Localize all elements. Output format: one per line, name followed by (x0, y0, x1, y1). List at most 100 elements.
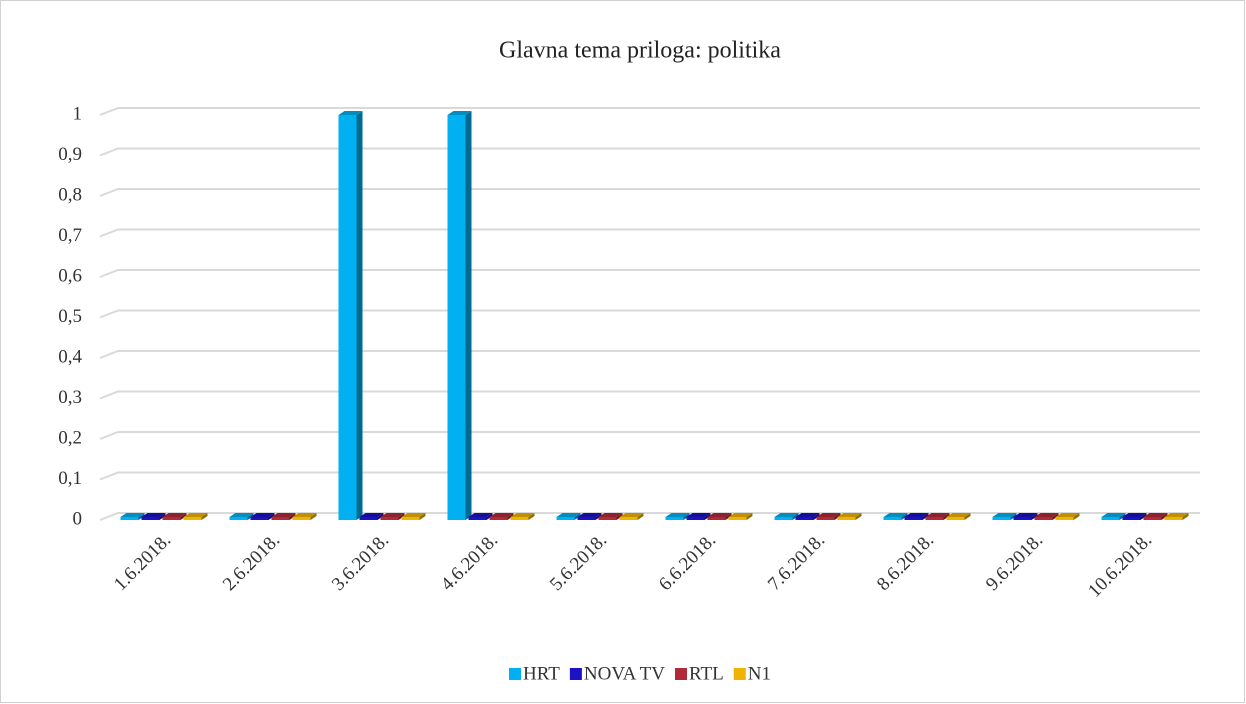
bar (468, 517, 487, 520)
legend-label: N1 (748, 663, 771, 684)
bar (489, 517, 508, 520)
bar-top (229, 513, 254, 517)
grid-line (99, 431, 1200, 440)
bar-side (465, 111, 472, 520)
bar (665, 517, 684, 520)
bar-side (637, 513, 644, 520)
bar-side (1052, 513, 1059, 520)
y-tick-label: 1 (73, 103, 83, 124)
bar (359, 517, 378, 520)
bar-side (704, 513, 711, 520)
y-tick-label: 0,7 (58, 225, 82, 246)
bar-top (183, 513, 208, 517)
bar (292, 517, 311, 520)
bar (1013, 517, 1032, 520)
bar-side (683, 513, 690, 520)
bar (577, 517, 596, 520)
y-tick-label: 0,3 (58, 387, 82, 408)
bar (883, 517, 902, 520)
bar-top (120, 513, 145, 517)
bar-side (943, 513, 950, 520)
bar (598, 517, 617, 520)
bar-side (201, 513, 208, 520)
legend-label: NOVA TV (584, 663, 665, 684)
legend-label: RTL (689, 663, 724, 684)
bar-side (268, 513, 275, 520)
bar (946, 517, 965, 520)
bar-top (577, 513, 602, 517)
bar-top (1013, 513, 1038, 517)
bar-top (338, 111, 363, 115)
bar (447, 115, 466, 520)
y-tick-label: 0,1 (58, 468, 82, 489)
bar-side (1140, 513, 1147, 520)
grid-line (99, 269, 1200, 278)
bar (1122, 517, 1141, 520)
bar (925, 517, 944, 520)
bar-top (1055, 513, 1080, 517)
bar (510, 517, 529, 520)
bar-top (598, 513, 623, 517)
bar (556, 517, 575, 520)
bar-top (946, 513, 971, 517)
bar-top (1164, 513, 1189, 517)
bar-side (1119, 513, 1126, 520)
bar-top (292, 513, 317, 517)
bar-top (686, 513, 711, 517)
y-tick-label: 0,8 (58, 184, 82, 205)
bar-side (486, 513, 493, 520)
bar-top (510, 513, 535, 517)
bar (904, 517, 923, 520)
bar-side (507, 513, 514, 520)
bar-side (834, 513, 841, 520)
grid-line (99, 390, 1200, 400)
bar-side (419, 513, 426, 520)
bar-top (162, 513, 187, 517)
bar-side (1073, 513, 1080, 520)
legend-item: RTL (675, 663, 724, 684)
bar-side (1161, 513, 1168, 520)
legend-item: NOVA TV (569, 663, 665, 684)
bar-top (925, 513, 950, 517)
bar (120, 517, 139, 520)
bar (1101, 517, 1120, 520)
bar-top (816, 513, 841, 517)
bar-top (795, 513, 820, 517)
bar-top (271, 513, 296, 517)
bar (162, 517, 181, 520)
grid-line (99, 309, 1200, 319)
bar-top (1122, 513, 1147, 517)
bar-side (616, 513, 623, 520)
bar-top (1034, 513, 1059, 517)
bar-top (489, 513, 514, 517)
grid-line (99, 471, 1200, 481)
bar-side (746, 513, 753, 520)
bar (795, 517, 814, 520)
y-tick-label: 0,4 (58, 346, 82, 367)
bar-top (619, 513, 644, 517)
bar-side (1182, 513, 1189, 520)
bar-side (595, 513, 602, 520)
bar-top (1143, 513, 1168, 517)
bar (992, 517, 1011, 520)
grid-line (99, 147, 1200, 157)
bar-top (468, 513, 493, 517)
y-tick-label: 0 (73, 508, 83, 529)
chart-title: Glavna tema priloga: politika (499, 38, 781, 64)
bar (728, 517, 747, 520)
bar-side (180, 513, 187, 520)
bar (183, 517, 202, 520)
y-tick-label: 0,2 (58, 427, 82, 448)
bar-top (904, 513, 929, 517)
bar-side (398, 513, 405, 520)
grid-line (99, 228, 1200, 238)
legend-item: HRT (509, 663, 560, 684)
bar-top (728, 513, 753, 517)
bar (380, 517, 399, 520)
bar-side (528, 513, 535, 520)
bar-side (377, 513, 384, 520)
bar-side (1031, 513, 1038, 520)
bar (816, 517, 835, 520)
